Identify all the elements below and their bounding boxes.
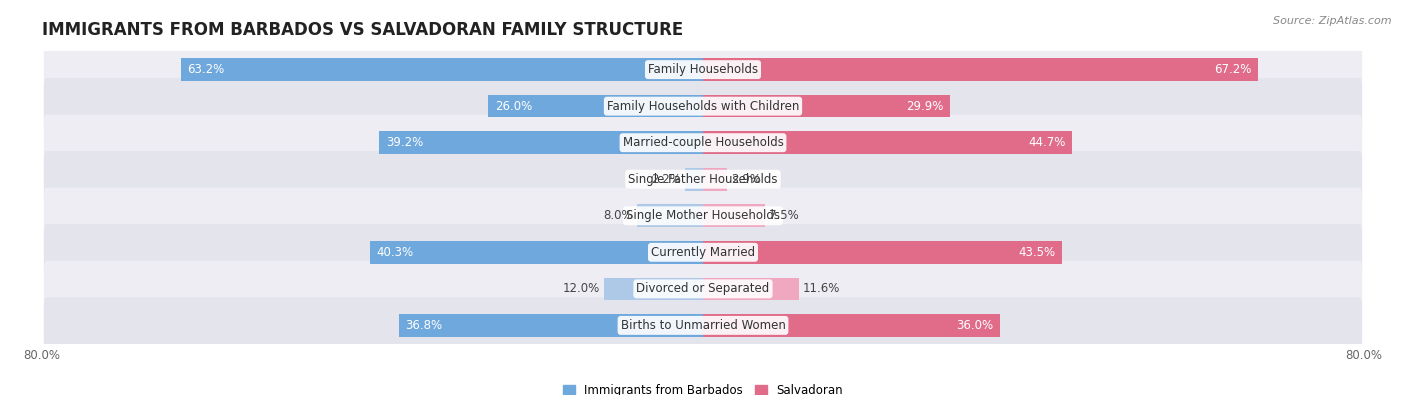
FancyBboxPatch shape: [44, 41, 1362, 98]
Bar: [380, 132, 703, 154]
Text: Family Households with Children: Family Households with Children: [607, 100, 799, 113]
Bar: [637, 205, 703, 227]
Bar: [181, 58, 703, 81]
FancyBboxPatch shape: [44, 188, 1362, 244]
Text: 44.7%: 44.7%: [1028, 136, 1066, 149]
Bar: [703, 95, 950, 117]
Text: Single Father Households: Single Father Households: [628, 173, 778, 186]
Text: IMMIGRANTS FROM BARBADOS VS SALVADORAN FAMILY STRUCTURE: IMMIGRANTS FROM BARBADOS VS SALVADORAN F…: [42, 21, 683, 39]
Bar: [703, 58, 1258, 81]
Text: 2.2%: 2.2%: [651, 173, 681, 186]
FancyBboxPatch shape: [44, 151, 1362, 207]
Bar: [605, 278, 703, 300]
Text: 43.5%: 43.5%: [1018, 246, 1056, 259]
Bar: [703, 132, 1073, 154]
Bar: [703, 241, 1063, 263]
Text: 2.9%: 2.9%: [731, 173, 761, 186]
FancyBboxPatch shape: [44, 78, 1362, 134]
Text: Currently Married: Currently Married: [651, 246, 755, 259]
FancyBboxPatch shape: [44, 224, 1362, 280]
Text: 26.0%: 26.0%: [495, 100, 531, 113]
Text: 67.2%: 67.2%: [1215, 63, 1251, 76]
Text: 63.2%: 63.2%: [187, 63, 225, 76]
Legend: Immigrants from Barbados, Salvadoran: Immigrants from Barbados, Salvadoran: [558, 380, 848, 395]
FancyBboxPatch shape: [44, 261, 1362, 317]
Bar: [399, 314, 703, 337]
FancyBboxPatch shape: [44, 115, 1362, 171]
Text: 36.8%: 36.8%: [405, 319, 443, 332]
Text: 8.0%: 8.0%: [603, 209, 633, 222]
Bar: [685, 168, 703, 190]
Bar: [703, 205, 765, 227]
Bar: [703, 314, 1001, 337]
Text: Family Households: Family Households: [648, 63, 758, 76]
FancyBboxPatch shape: [44, 297, 1362, 354]
Text: Source: ZipAtlas.com: Source: ZipAtlas.com: [1274, 16, 1392, 26]
Text: 29.9%: 29.9%: [905, 100, 943, 113]
Text: 11.6%: 11.6%: [803, 282, 841, 295]
Text: Single Mother Households: Single Mother Households: [626, 209, 780, 222]
Text: 12.0%: 12.0%: [562, 282, 600, 295]
Text: 40.3%: 40.3%: [377, 246, 413, 259]
Text: Married-couple Households: Married-couple Households: [623, 136, 783, 149]
Text: 39.2%: 39.2%: [385, 136, 423, 149]
Text: 36.0%: 36.0%: [956, 319, 994, 332]
Bar: [703, 168, 727, 190]
Bar: [370, 241, 703, 263]
Bar: [488, 95, 703, 117]
Text: Divorced or Separated: Divorced or Separated: [637, 282, 769, 295]
Bar: [703, 278, 799, 300]
Text: 7.5%: 7.5%: [769, 209, 799, 222]
Text: Births to Unmarried Women: Births to Unmarried Women: [620, 319, 786, 332]
